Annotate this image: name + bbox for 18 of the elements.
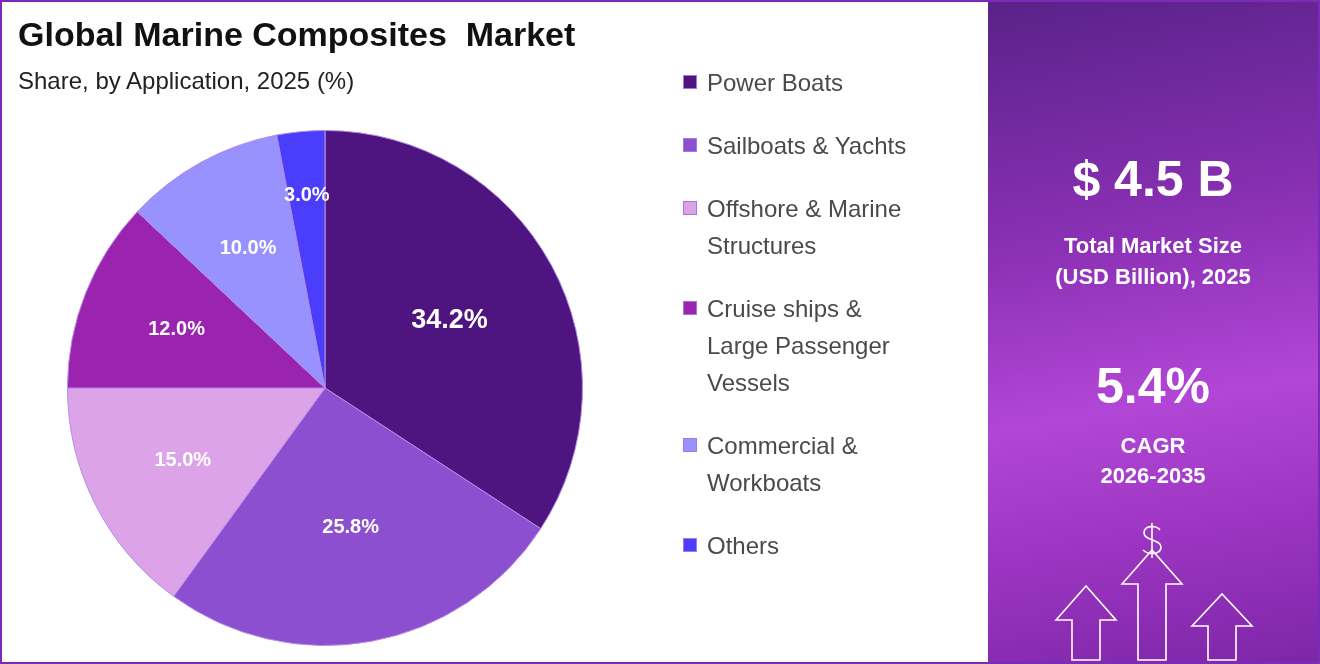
text: CAGR xyxy=(1120,432,1186,460)
text: $ 4.5 B xyxy=(1072,150,1234,208)
data-label: 34.2% xyxy=(411,304,488,335)
data-label: 15.0% xyxy=(154,448,212,470)
chart-title: Global Marine Composites Market xyxy=(18,14,576,54)
text: 5.4% xyxy=(1096,357,1210,415)
legend-label: Offshore & Marine Structures xyxy=(707,194,903,261)
legend-label: Sailboats & Yachts xyxy=(707,131,908,161)
text: 2026-2035 xyxy=(1100,462,1206,490)
legend-label: Commercial & Workboats xyxy=(707,431,859,498)
legend-label: Power Boats xyxy=(707,68,845,98)
data-label: 12.0% xyxy=(148,316,206,339)
legend-label: Others xyxy=(707,531,781,561)
data-label: 25.8% xyxy=(322,514,380,537)
chart-subtitle: Share, by Application, 2025 (%) xyxy=(18,66,355,96)
text: Total Market Size (USD Billion), 2025 xyxy=(1054,232,1252,291)
legend-label: Cruise ships & Large Passenger Vessels xyxy=(707,294,891,398)
data-label: 10.0% xyxy=(219,235,277,258)
